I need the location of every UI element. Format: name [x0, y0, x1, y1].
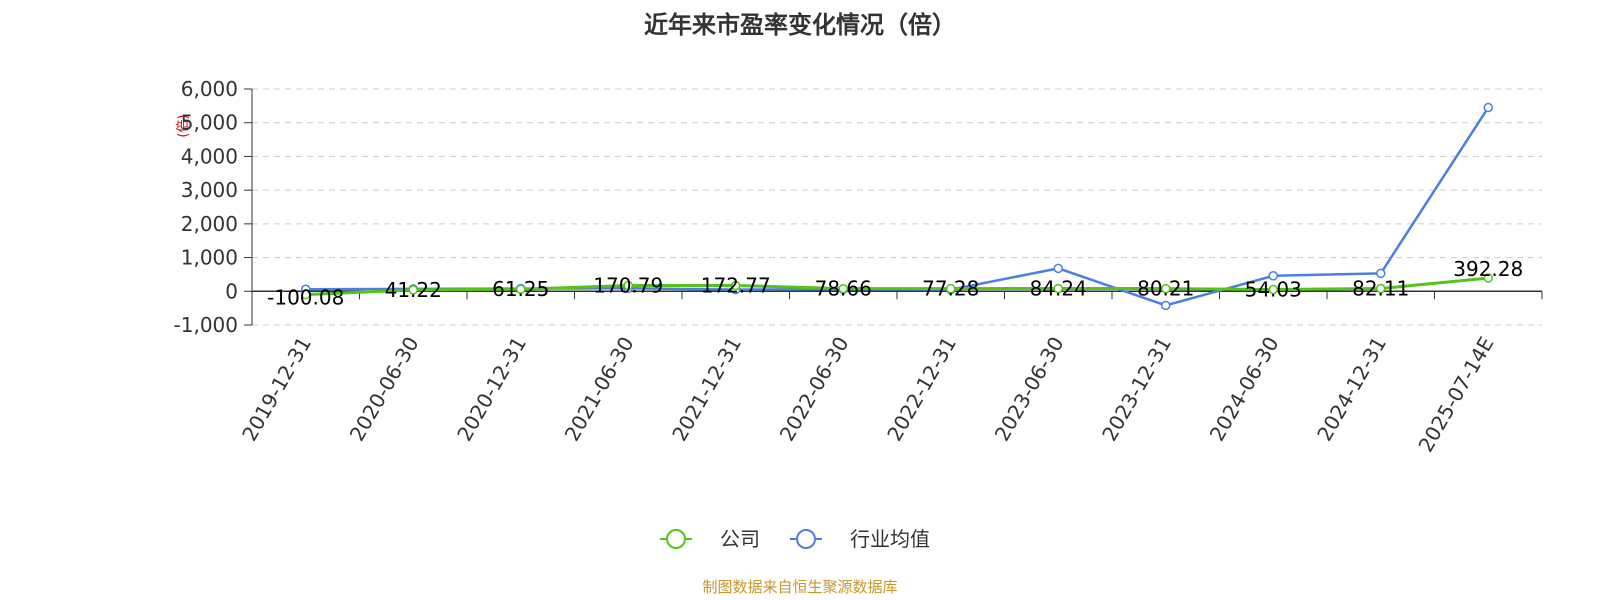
legend-company-marker [666, 529, 686, 549]
series-lines [301, 102, 1493, 311]
grid-lines [252, 88, 1542, 326]
data-point-company [1376, 283, 1386, 294]
y-tick-label: 3,000 [181, 178, 238, 202]
legend-industry-label: 行业均值 [850, 527, 930, 551]
series-line-industry [305, 106, 1490, 307]
data-label: 61.25 [492, 277, 549, 301]
legend-industry-marker [796, 529, 816, 549]
x-tick-label: 2022-06-30 [775, 333, 854, 446]
data-label: 84.24 [1030, 276, 1087, 300]
data-point-company [946, 283, 956, 294]
data-label: 78.66 [815, 277, 872, 301]
legend-company-label: 公司 [720, 527, 760, 551]
legend: 公司 行业均值 [660, 527, 930, 551]
data-label: 392.28 [1453, 257, 1523, 281]
x-tick-label: 2022-12-31 [882, 333, 961, 446]
chart-title: 近年来市盈率变化情况（倍） [644, 11, 956, 39]
data-point-company [1161, 283, 1171, 294]
data-point-industry [1483, 102, 1493, 113]
data-point-company [1053, 283, 1063, 294]
legend-item-industry[interactable]: 行业均值 [790, 527, 930, 551]
data-label: 77.28 [922, 277, 979, 301]
x-tick-label: 2021-12-31 [667, 333, 746, 446]
y-tick-label: 2,000 [181, 212, 238, 236]
data-point-industry [1376, 268, 1386, 279]
y-tick-label: 0 [225, 279, 238, 303]
y-tick-label: -1,000 [174, 313, 238, 337]
axes: -1,000 0 1,000 2,000 3,000 4,000 5,000 6,000 201… [174, 77, 1543, 457]
data-point-company [623, 280, 633, 291]
x-tick-label: 2023-12-31 [1097, 333, 1176, 446]
x-tick-label: 2021-06-30 [560, 333, 639, 446]
x-tick-label: 2019-12-31 [237, 333, 316, 446]
data-label: 82.11 [1352, 277, 1409, 301]
data-label: 41.22 [385, 278, 442, 302]
series-line-company [305, 276, 1489, 297]
y-axis-unit: (倍) [176, 114, 191, 137]
data-point-industry [1161, 300, 1171, 311]
x-tick-label: 2023-06-30 [990, 333, 1069, 446]
y-tick-label: 6,000 [181, 77, 238, 101]
data-label: 172.77 [701, 273, 771, 297]
x-tick-label: 2024-12-31 [1312, 333, 1391, 446]
data-point-company [838, 283, 848, 294]
x-tick-label: 2025-07-14E [1413, 333, 1498, 457]
source-note: 制图数据来自恒生聚源数据库 [702, 578, 897, 596]
data-label: 170.79 [593, 274, 663, 298]
data-label: -100.08 [267, 286, 344, 310]
y-tick-label: 4,000 [181, 144, 238, 168]
x-tick-label: 2020-12-31 [452, 333, 531, 446]
x-tick-label: 2020-06-30 [345, 333, 424, 446]
data-point-company [1268, 284, 1278, 295]
legend-item-company[interactable]: 公司 [660, 527, 760, 551]
data-point-company [731, 280, 741, 291]
data-point-company [516, 284, 526, 294]
data-point-industry [1053, 263, 1063, 274]
data-point-industry [1268, 271, 1278, 281]
data-labels: -100.08 41.22 61.25 170.79 172.77 78.66 77.28 8… [267, 257, 1523, 310]
y-tick-label: 1,000 [181, 246, 238, 270]
data-point-company [408, 285, 418, 295]
data-label: 54.03 [1245, 277, 1302, 301]
data-point-company [301, 289, 311, 300]
y-tick-label: 5,000 [181, 111, 238, 135]
x-tick-label: 2024-06-30 [1205, 333, 1284, 446]
data-label: 80.21 [1137, 277, 1194, 301]
data-point-company [1483, 273, 1493, 283]
